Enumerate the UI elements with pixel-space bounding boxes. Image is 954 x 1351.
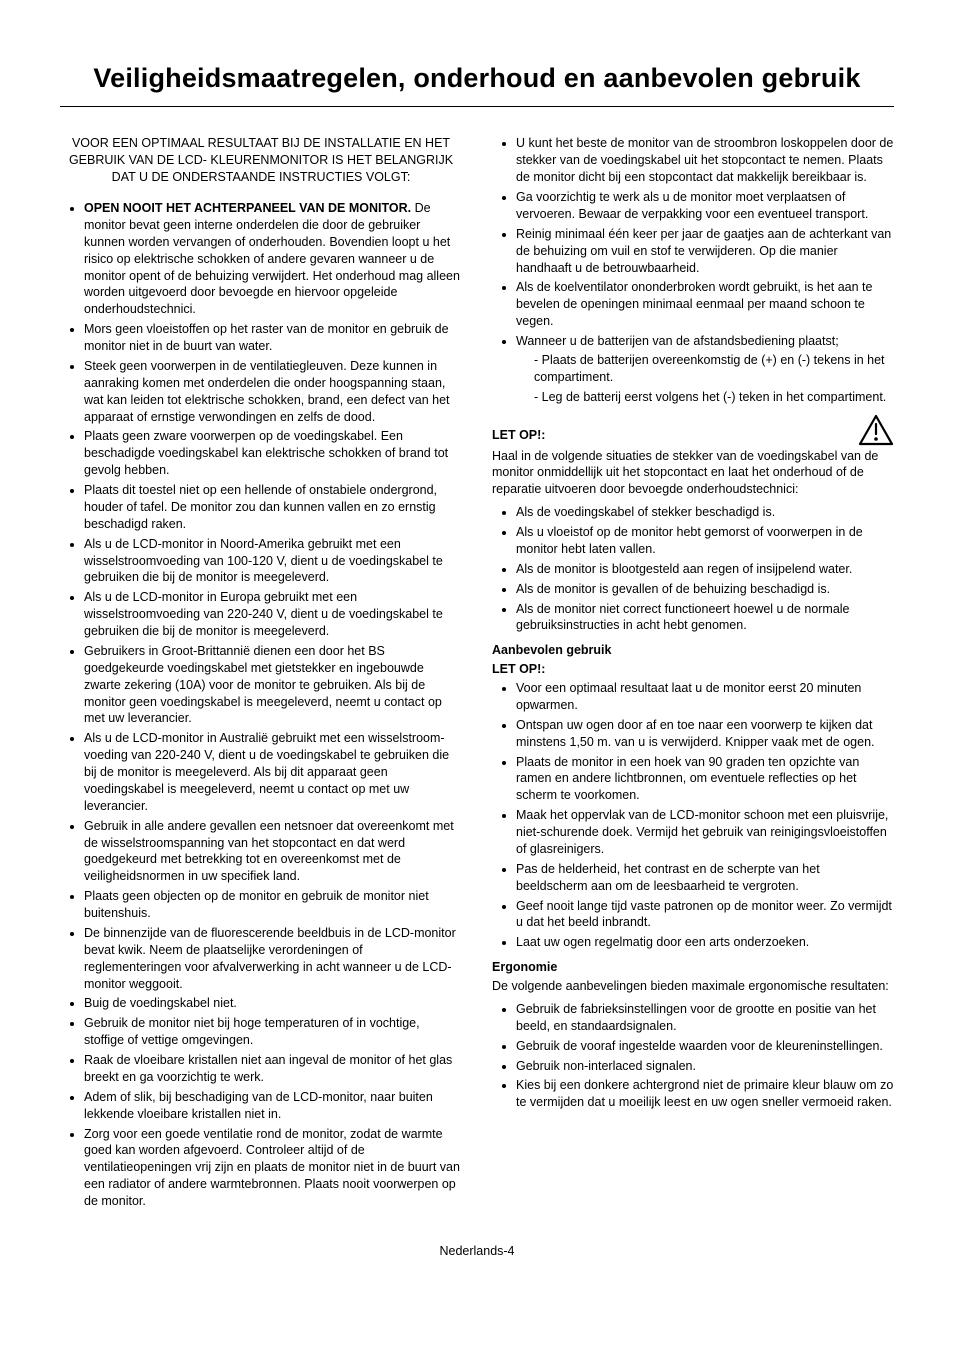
list-item: Als u de LCD-monitor in Australië gebrui…: [84, 730, 462, 814]
ergonomie-heading: Ergonomie: [492, 959, 894, 976]
item-text: De monitor bevat geen interne onderdelen…: [84, 201, 460, 316]
letop-paragraph: Haal in de volgende situaties de stekker…: [492, 448, 894, 499]
list-item: Als u de LCD-monitor in Europa gebruikt …: [84, 589, 462, 640]
left-bullet-list: OPEN NOOIT HET ACHTERPANEEL VAN DE MONIT…: [60, 200, 462, 1210]
list-item: Als u vloeistof op de monitor hebt gemor…: [516, 524, 894, 558]
list-item: Als de voedingskabel of stekker beschadi…: [516, 504, 894, 521]
list-item: Gebruik de monitor niet bij hoge tempera…: [84, 1015, 462, 1049]
list-item: Steek geen voorwerpen in de ventilatiegl…: [84, 358, 462, 426]
ergonomie-bullet-list: Gebruik de fabrieksinstellingen voor de …: [492, 1001, 894, 1111]
page-footer: Nederlands-4: [60, 1243, 894, 1260]
left-column: VOOR EEN OPTIMAAL RESULTAAT BIJ DE INSTA…: [60, 135, 462, 1213]
list-item: Plaats dit toestel niet op een hellende …: [84, 482, 462, 533]
item-text: Wanneer u de batterijen van de afstandsb…: [516, 334, 839, 348]
list-item: Ga voorzichtig te werk als u de monitor …: [516, 189, 894, 223]
list-item: Plaats de batterijen overeenkomstig de (…: [534, 352, 894, 386]
list-item: Maak het oppervlak van de LCD-monitor sc…: [516, 807, 894, 858]
list-item: U kunt het beste de monitor van de stroo…: [516, 135, 894, 186]
list-item: OPEN NOOIT HET ACHTERPANEEL VAN DE MONIT…: [84, 200, 462, 318]
list-item: Gebruik non-interlaced signalen.: [516, 1058, 894, 1075]
use-bullet-list: Voor een optimaal resultaat laat u de mo…: [492, 680, 894, 951]
list-item: Als de monitor is gevallen of de behuizi…: [516, 581, 894, 598]
intro-paragraph: VOOR EEN OPTIMAAL RESULTAAT BIJ DE INSTA…: [60, 135, 462, 186]
aanbevolen-heading: Aanbevolen gebruik: [492, 642, 894, 659]
list-item: Plaats geen zware voorwerpen op de voedi…: [84, 428, 462, 479]
list-item: Buig de voedingskabel niet.: [84, 995, 462, 1012]
page-title: Veiligheidsmaatregelen, onderhoud en aan…: [60, 60, 894, 96]
list-item: Ontspan uw ogen door af en toe naar een …: [516, 717, 894, 751]
list-item: Zorg voor een goede ventilatie rond de m…: [84, 1126, 462, 1210]
list-item: Gebruik de vooraf ingestelde waarden voo…: [516, 1038, 894, 1055]
list-item: Pas de helderheid, het contrast en de sc…: [516, 861, 894, 895]
list-item: Als de monitor is blootgesteld aan regen…: [516, 561, 894, 578]
list-item: Adem of slik, bij beschadiging van de LC…: [84, 1089, 462, 1123]
warning-icon: [858, 414, 894, 446]
list-item: Geef nooit lange tijd vaste patronen op …: [516, 898, 894, 932]
list-item: Raak de vloeibare kristallen niet aan in…: [84, 1052, 462, 1086]
letop-heading: LET OP!:: [492, 427, 545, 444]
right-column: U kunt het beste de monitor van de stroo…: [492, 135, 894, 1213]
list-item: Plaats de monitor in een hoek van 90 gra…: [516, 754, 894, 805]
list-item: Gebruik in alle andere gevallen een nets…: [84, 818, 462, 886]
list-item: Als de koelventilator ononderbroken word…: [516, 279, 894, 330]
battery-sublist: Plaats de batterijen overeenkomstig de (…: [516, 352, 894, 406]
list-item: Gebruik de fabrieksinstellingen voor de …: [516, 1001, 894, 1035]
list-item: Als de monitor niet correct functioneert…: [516, 601, 894, 635]
list-item: Kies bij een donkere achtergrond niet de…: [516, 1077, 894, 1111]
letop-bullet-list: Als de voedingskabel of stekker beschadi…: [492, 504, 894, 634]
list-item: Laat uw ogen regelmatig door een arts on…: [516, 934, 894, 951]
list-item: De binnenzijde van de fluorescerende bee…: [84, 925, 462, 993]
list-item: Als u de LCD-monitor in Noord-Amerika ge…: [84, 536, 462, 587]
list-item: Leg de batterij eerst volgens het (-) te…: [534, 389, 894, 406]
right-top-bullet-list: U kunt het beste de monitor van de stroo…: [492, 135, 894, 405]
list-item: Plaats geen objecten op de monitor en ge…: [84, 888, 462, 922]
bold-lead: OPEN NOOIT HET ACHTERPANEEL VAN DE MONIT…: [84, 201, 411, 215]
letop2-heading: LET OP!:: [492, 661, 894, 678]
letop-row: LET OP!:: [492, 414, 894, 446]
list-item: Wanneer u de batterijen van de afstandsb…: [516, 333, 894, 406]
list-item: Gebruikers in Groot-Brittannië dienen ee…: [84, 643, 462, 727]
ergonomie-intro: De volgende aanbevelingen bieden maximal…: [492, 978, 894, 995]
title-rule: [60, 106, 894, 107]
list-item: Reinig minimaal één keer per jaar de gaa…: [516, 226, 894, 277]
list-item: Mors geen vloeistoffen op het raster van…: [84, 321, 462, 355]
content-columns: VOOR EEN OPTIMAAL RESULTAAT BIJ DE INSTA…: [60, 135, 894, 1213]
list-item: Voor een optimaal resultaat laat u de mo…: [516, 680, 894, 714]
